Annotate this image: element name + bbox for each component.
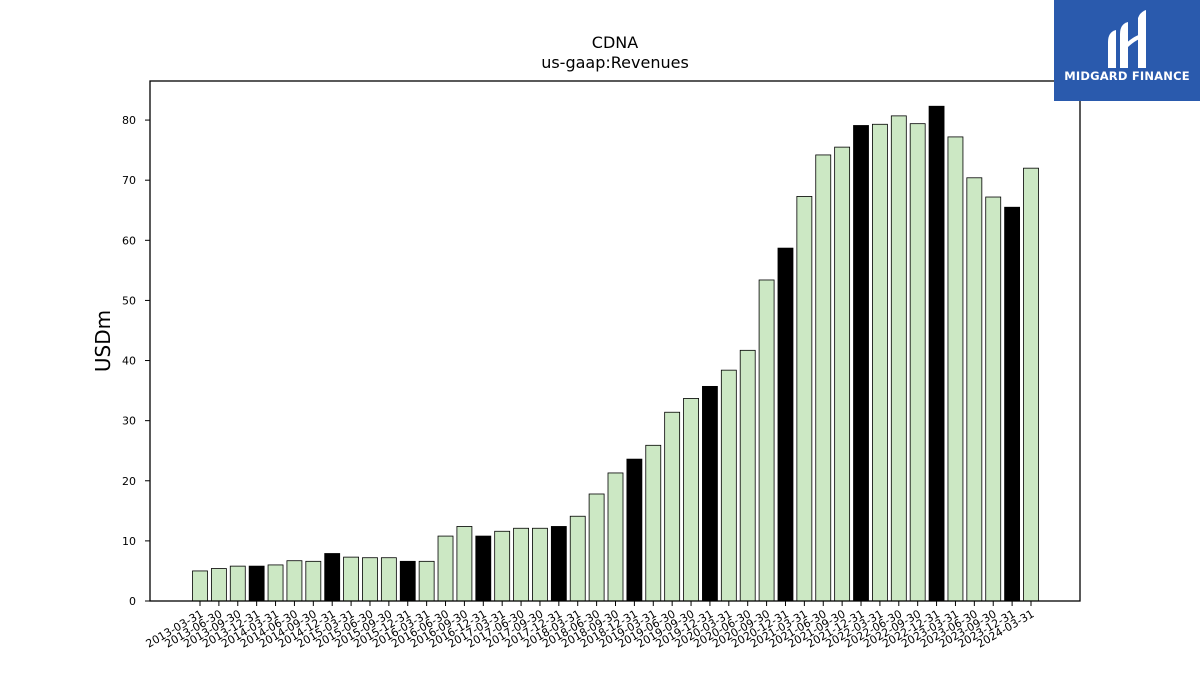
bar	[532, 527, 548, 602]
bar	[362, 557, 378, 602]
bar	[437, 535, 454, 602]
y-tick-label: 40	[122, 355, 136, 368]
y-ticks-layer: 0 10 20 30 40 50 60 70 80	[122, 114, 150, 608]
bar	[815, 154, 832, 602]
chart-title: CDNA	[592, 33, 638, 52]
y-tick-label: 60	[122, 234, 136, 247]
bar	[758, 279, 775, 602]
bar	[380, 557, 397, 602]
bar	[229, 565, 246, 602]
bar	[513, 527, 529, 602]
bar	[777, 247, 794, 602]
bar	[607, 472, 624, 602]
bar	[702, 385, 718, 602]
bar	[720, 369, 737, 602]
y-axis-label: USDm	[91, 310, 115, 372]
y-tick-label: 10	[122, 535, 136, 548]
bar	[305, 560, 322, 602]
x-ticks-layer: 2013-03-312013-06-302013-09-302013-12-31…	[144, 601, 1037, 651]
bar	[909, 123, 926, 602]
logo-wordmark: MIDGARD FINANCE	[1064, 69, 1190, 83]
bar	[418, 560, 435, 602]
bar	[399, 560, 416, 602]
bar	[796, 196, 813, 602]
bar	[494, 530, 511, 602]
bar	[456, 526, 473, 602]
bar	[475, 535, 492, 602]
midgard-logo-icon	[1108, 10, 1146, 68]
bar	[966, 177, 983, 602]
midgard-finance-logo: MIDGARD FINANCE	[1054, 0, 1200, 101]
bar	[645, 444, 662, 602]
y-tick-label: 30	[122, 415, 136, 428]
plot-frame	[149, 80, 1081, 602]
bar	[267, 564, 284, 602]
bar	[664, 411, 681, 602]
bar	[853, 125, 869, 602]
bar	[1004, 206, 1021, 602]
bar	[872, 123, 888, 602]
y-tick-label: 50	[122, 294, 136, 307]
bar	[550, 526, 567, 602]
bar	[683, 398, 699, 602]
bar	[248, 565, 265, 602]
bar	[286, 560, 303, 602]
bar	[739, 349, 756, 602]
bar	[947, 136, 964, 602]
bar	[588, 493, 605, 602]
bar	[192, 570, 208, 602]
bar	[324, 553, 341, 602]
bar	[343, 556, 359, 602]
bar	[834, 146, 851, 602]
bar	[890, 115, 907, 602]
bar	[1023, 167, 1039, 602]
bar	[569, 515, 586, 602]
bar	[626, 458, 643, 602]
chart-subtitle: us-gaap:Revenues	[541, 53, 689, 72]
y-tick-label: 20	[122, 475, 136, 488]
bar	[210, 568, 227, 602]
bars-layer	[192, 105, 1039, 602]
bar	[928, 105, 945, 602]
y-tick-label: 80	[122, 114, 136, 127]
bar	[985, 196, 1002, 602]
y-tick-label: 70	[122, 174, 136, 187]
y-tick-label: 0	[129, 595, 136, 608]
